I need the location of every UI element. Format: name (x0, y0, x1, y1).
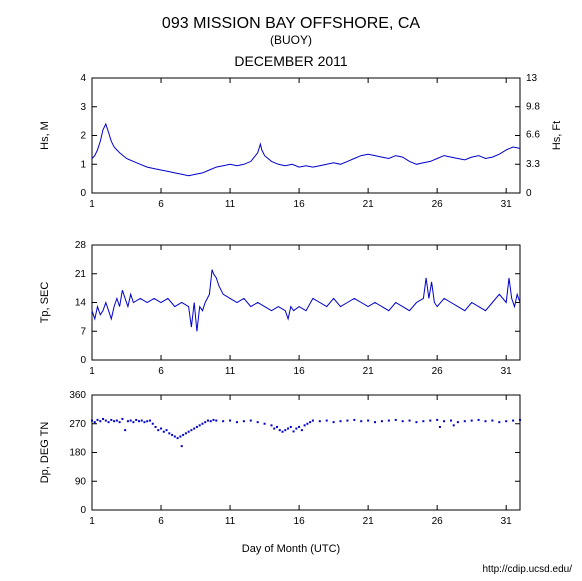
ylabel-right: Hs, Ft (551, 121, 563, 150)
xlabel: Day of Month (UTC) (242, 543, 340, 555)
xtick-label: 31 (501, 199, 513, 210)
xtick-label: 21 (363, 516, 375, 527)
xtick-label: 21 (363, 366, 375, 377)
subtitle: (BUOY) (270, 33, 312, 47)
panel-frame (92, 78, 520, 193)
ytick-label: 7 (80, 326, 86, 337)
xtick-label: 6 (158, 516, 164, 527)
ytick-label: 360 (69, 390, 86, 401)
xtick-label: 26 (432, 516, 444, 527)
panel-frame (92, 245, 520, 360)
ytick-right-label: 9.8 (526, 101, 540, 112)
ytick-label: 4 (80, 73, 86, 84)
xtick-label: 1 (89, 199, 95, 210)
data-line (92, 270, 520, 332)
xtick-label: 16 (294, 366, 306, 377)
ytick-label: 3 (80, 102, 86, 113)
ytick-right-label: 3.3 (526, 159, 540, 170)
ylabel-left: Hs, M (39, 121, 51, 150)
chart-container: 093 MISSION BAY OFFSHORE, CA(BUOY) DECEMB… (0, 0, 582, 581)
ytick-label: 0 (80, 355, 86, 366)
period: DECEMBER 2011 (234, 53, 348, 69)
xtick-label: 11 (225, 516, 236, 527)
ytick-label: 180 (69, 448, 86, 459)
ytick-label: 0 (80, 505, 86, 516)
panel-frame (92, 395, 520, 510)
ylabel-left: Tp, SEC (39, 282, 51, 324)
title: 093 MISSION BAY OFFSHORE, CA (162, 15, 420, 32)
scatter-group (91, 418, 521, 447)
xtick-label: 1 (89, 366, 95, 377)
ytick-label: 14 (75, 298, 87, 309)
xtick-label: 6 (158, 199, 164, 210)
xtick-label: 16 (294, 199, 306, 210)
ytick-right-label: 13 (526, 73, 538, 84)
xtick-label: 6 (158, 366, 164, 377)
ytick-label: 21 (75, 269, 87, 280)
ytick-label: 270 (69, 419, 86, 430)
xtick-label: 21 (363, 199, 375, 210)
xtick-label: 1 (89, 516, 95, 527)
xtick-label: 26 (432, 366, 444, 377)
xtick-label: 11 (225, 366, 236, 377)
ytick-label: 28 (75, 240, 87, 251)
ytick-right-label: 6.6 (526, 130, 540, 141)
ytick-label: 90 (75, 476, 87, 487)
data-line (92, 124, 520, 176)
xtick-label: 31 (501, 516, 513, 527)
xtick-label: 16 (294, 516, 306, 527)
ytick-label: 2 (80, 131, 86, 142)
ytick-right-label: 0 (526, 188, 532, 199)
xtick-label: 11 (225, 199, 236, 210)
xtick-label: 26 (432, 199, 444, 210)
chart-svg: 093 MISSION BAY OFFSHORE, CA(BUOY) DECEMB… (0, 0, 582, 581)
xtick-label: 31 (501, 366, 513, 377)
ylabel-left: Dp, DEG TN (39, 422, 51, 484)
credit: http://cdip.ucsd.edu/ (482, 564, 572, 575)
ytick-label: 0 (80, 188, 86, 199)
ytick-label: 1 (80, 159, 86, 170)
